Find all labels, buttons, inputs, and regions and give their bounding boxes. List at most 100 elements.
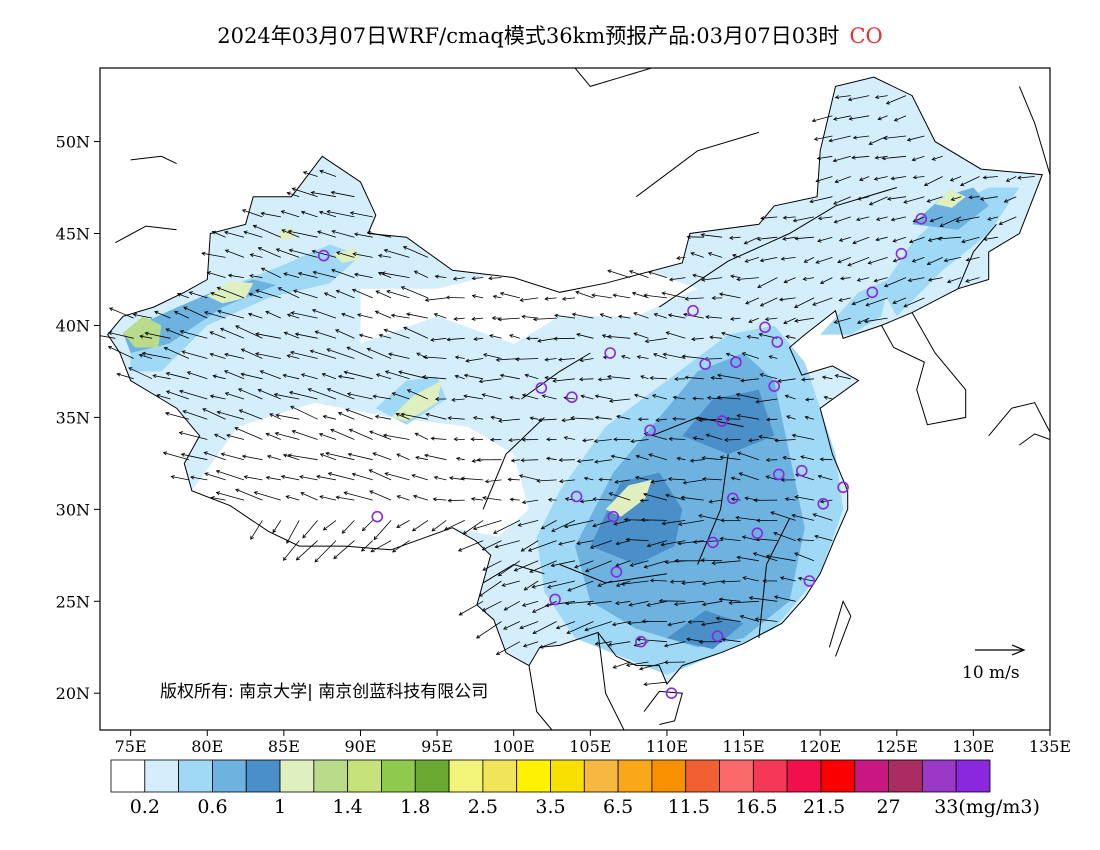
- wind-vector: [498, 317, 520, 320]
- wind-vector: [709, 499, 723, 503]
- wind-vector-head: [286, 191, 291, 196]
- wind-vector: [865, 297, 888, 306]
- wind-vector: [503, 621, 520, 630]
- wind-vector-head: [481, 607, 487, 612]
- wind-vector-head: [546, 437, 551, 442]
- wind-vector: [225, 249, 245, 258]
- wind-vector-head: [489, 334, 494, 338]
- y-tick-label: 40N: [56, 316, 90, 335]
- wind-vector: [342, 520, 355, 534]
- wind-vector-head: [594, 459, 599, 464]
- wind-vector-head: [794, 318, 799, 323]
- wind-vector: [969, 196, 980, 198]
- wind-vector-head: [300, 373, 306, 378]
- wind-vector-head: [809, 199, 814, 204]
- wind-vector-head: [444, 526, 449, 531]
- wind-vector-head: [510, 458, 515, 463]
- wind-vector-head: [375, 290, 380, 295]
- wind-vector-head: [692, 436, 697, 441]
- wind-vector-head: [672, 395, 677, 400]
- wind-vector-head: [366, 347, 371, 352]
- wind-vector-head: [163, 347, 168, 351]
- wind-vector-head: [634, 475, 640, 480]
- wind-vector-head: [490, 415, 495, 420]
- wind-vector-head: [497, 572, 502, 577]
- wind-vector-head: [615, 541, 620, 546]
- wind-vector-head: [834, 179, 839, 184]
- wind-vector: [927, 257, 943, 265]
- wind-vector: [691, 337, 704, 340]
- wind-vector-head: [297, 271, 303, 276]
- wind-vector-head: [531, 584, 536, 589]
- wind-vector: [250, 520, 263, 540]
- wind-vector: [720, 538, 741, 541]
- wind-vector: [668, 314, 686, 319]
- colorbar-swatch: [144, 759, 180, 793]
- wind-vector-head: [607, 334, 612, 339]
- colorbar-swatch: [550, 759, 585, 793]
- wind-vector: [398, 371, 428, 380]
- wind-vector: [128, 367, 153, 380]
- y-tick-label: 50N: [56, 133, 90, 152]
- wind-vector: [433, 498, 447, 501]
- wind-vector: [960, 176, 980, 186]
- wind-vector-head: [395, 412, 400, 417]
- wind-vector-head: [813, 136, 819, 141]
- wind-vector-head: [597, 377, 602, 382]
- wind-vector: [415, 456, 428, 461]
- wind-vector: [812, 297, 833, 306]
- wind-vector-head: [351, 472, 356, 477]
- wind-vector: [882, 155, 907, 159]
- wind-vector-head: [812, 302, 817, 306]
- wind-vector: [317, 231, 337, 238]
- wind-vector-head: [759, 258, 765, 263]
- wind-vector: [319, 496, 337, 501]
- wind-vector: [635, 476, 649, 481]
- wind-vector: [336, 496, 355, 501]
- wind-vector-head: [593, 439, 598, 444]
- wind-vector: [500, 374, 520, 380]
- wind-vector-head: [721, 331, 726, 336]
- wind-vector-head: [859, 177, 864, 182]
- wind-vector-head: [579, 499, 584, 504]
- wind-vector-head: [250, 535, 254, 540]
- wind-vector: [385, 371, 410, 380]
- wind-vector-head: [684, 296, 689, 301]
- wind-vector: [582, 439, 594, 442]
- wind-vector-head: [514, 357, 520, 362]
- wind-vector: [209, 331, 226, 339]
- wind-vector: [633, 312, 649, 319]
- wind-vector-head: [300, 492, 305, 496]
- wind-vector-head: [445, 295, 450, 300]
- wind-vector: [220, 328, 245, 339]
- wind-vector: [805, 398, 815, 401]
- wind-vector-head: [643, 564, 648, 569]
- wind-vector: [824, 396, 833, 400]
- wind-vector: [536, 479, 557, 482]
- colorbar-swatch: [617, 759, 653, 793]
- y-tick-label: 30N: [56, 500, 90, 519]
- wind-vector-head: [711, 296, 716, 301]
- wind-vector: [559, 479, 576, 482]
- wind-vector: [423, 356, 447, 359]
- wind-vector: [338, 412, 355, 420]
- wind-vector: [766, 418, 778, 421]
- wind-vector: [701, 277, 723, 281]
- wind-vector-head: [743, 240, 748, 245]
- wind-vector-head: [770, 511, 775, 516]
- wind-vector-head: [689, 458, 694, 463]
- wind-vector-head: [615, 582, 621, 587]
- wind-vector: [133, 314, 153, 319]
- wind-vector: [794, 317, 815, 322]
- wind-vector: [912, 155, 925, 161]
- wind-vector-head: [288, 248, 293, 253]
- wind-vector: [553, 378, 576, 382]
- wind-vector-head: [302, 171, 308, 175]
- wind-vector-head: [455, 456, 461, 461]
- wind-vector: [533, 317, 557, 320]
- colorbar-swatch: [245, 759, 281, 793]
- wind-vector-head: [386, 289, 391, 294]
- wind-vector: [600, 313, 612, 319]
- wind-vector: [818, 475, 833, 481]
- wind-vector: [491, 416, 502, 420]
